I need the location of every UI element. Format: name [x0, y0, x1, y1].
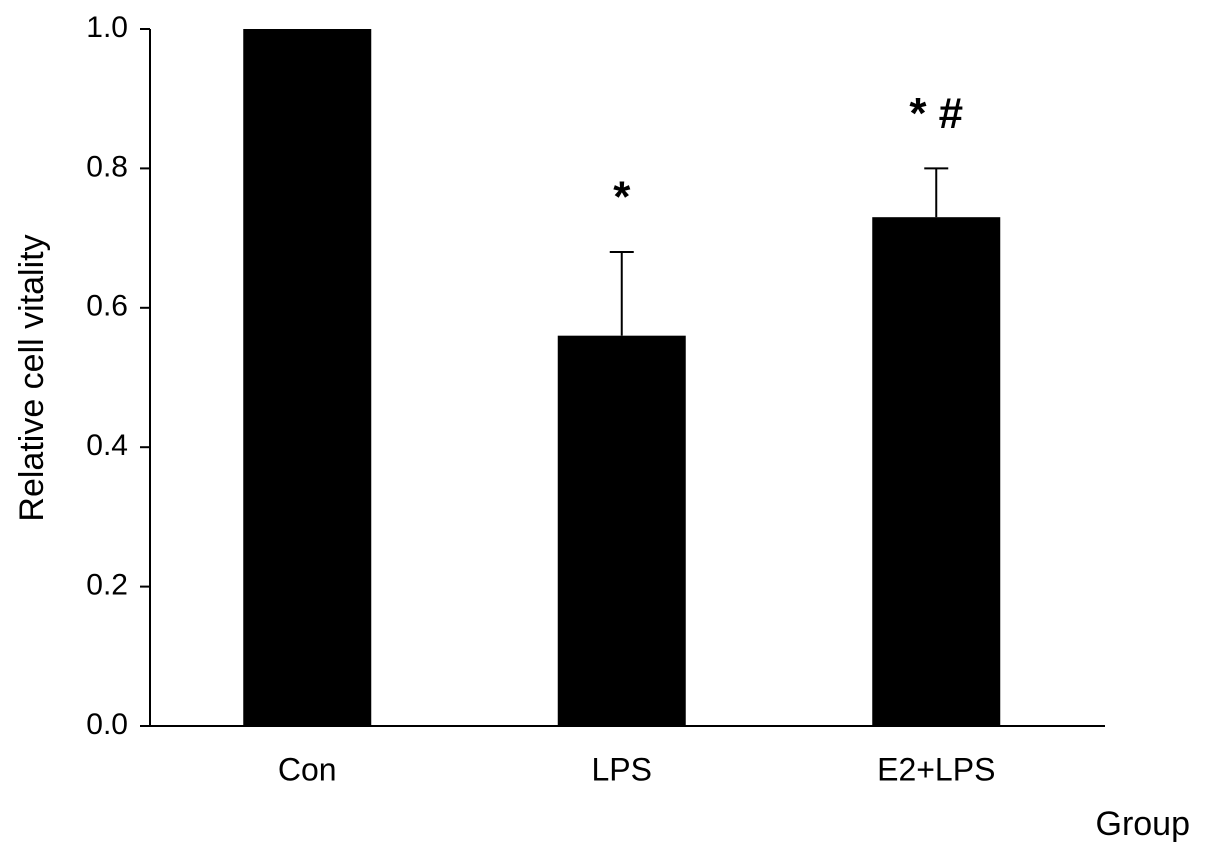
x-tick-label: Con: [278, 751, 337, 787]
x-axis-label: Group: [1096, 805, 1191, 843]
y-tick-label: 1.0: [86, 11, 128, 44]
y-axis-label: Relative cell vitality: [13, 234, 51, 521]
error-bar: [924, 167, 949, 218]
y-tick-label: 0.0: [86, 708, 128, 741]
bar: [557, 335, 686, 726]
y-tick-label: 0.8: [86, 150, 128, 183]
x-tick-label: LPS: [592, 751, 652, 787]
bar: [872, 217, 1001, 726]
y-tick-label: 0.6: [86, 290, 128, 323]
significance-mark: *: [613, 173, 631, 222]
significance-mark: * #: [909, 89, 963, 138]
y-tick-label: 0.4: [86, 429, 128, 462]
y-tick-label: 0.2: [86, 569, 128, 602]
x-tick-label: E2+LPS: [877, 751, 995, 787]
bar: [243, 29, 372, 726]
error-bar: [609, 251, 634, 336]
